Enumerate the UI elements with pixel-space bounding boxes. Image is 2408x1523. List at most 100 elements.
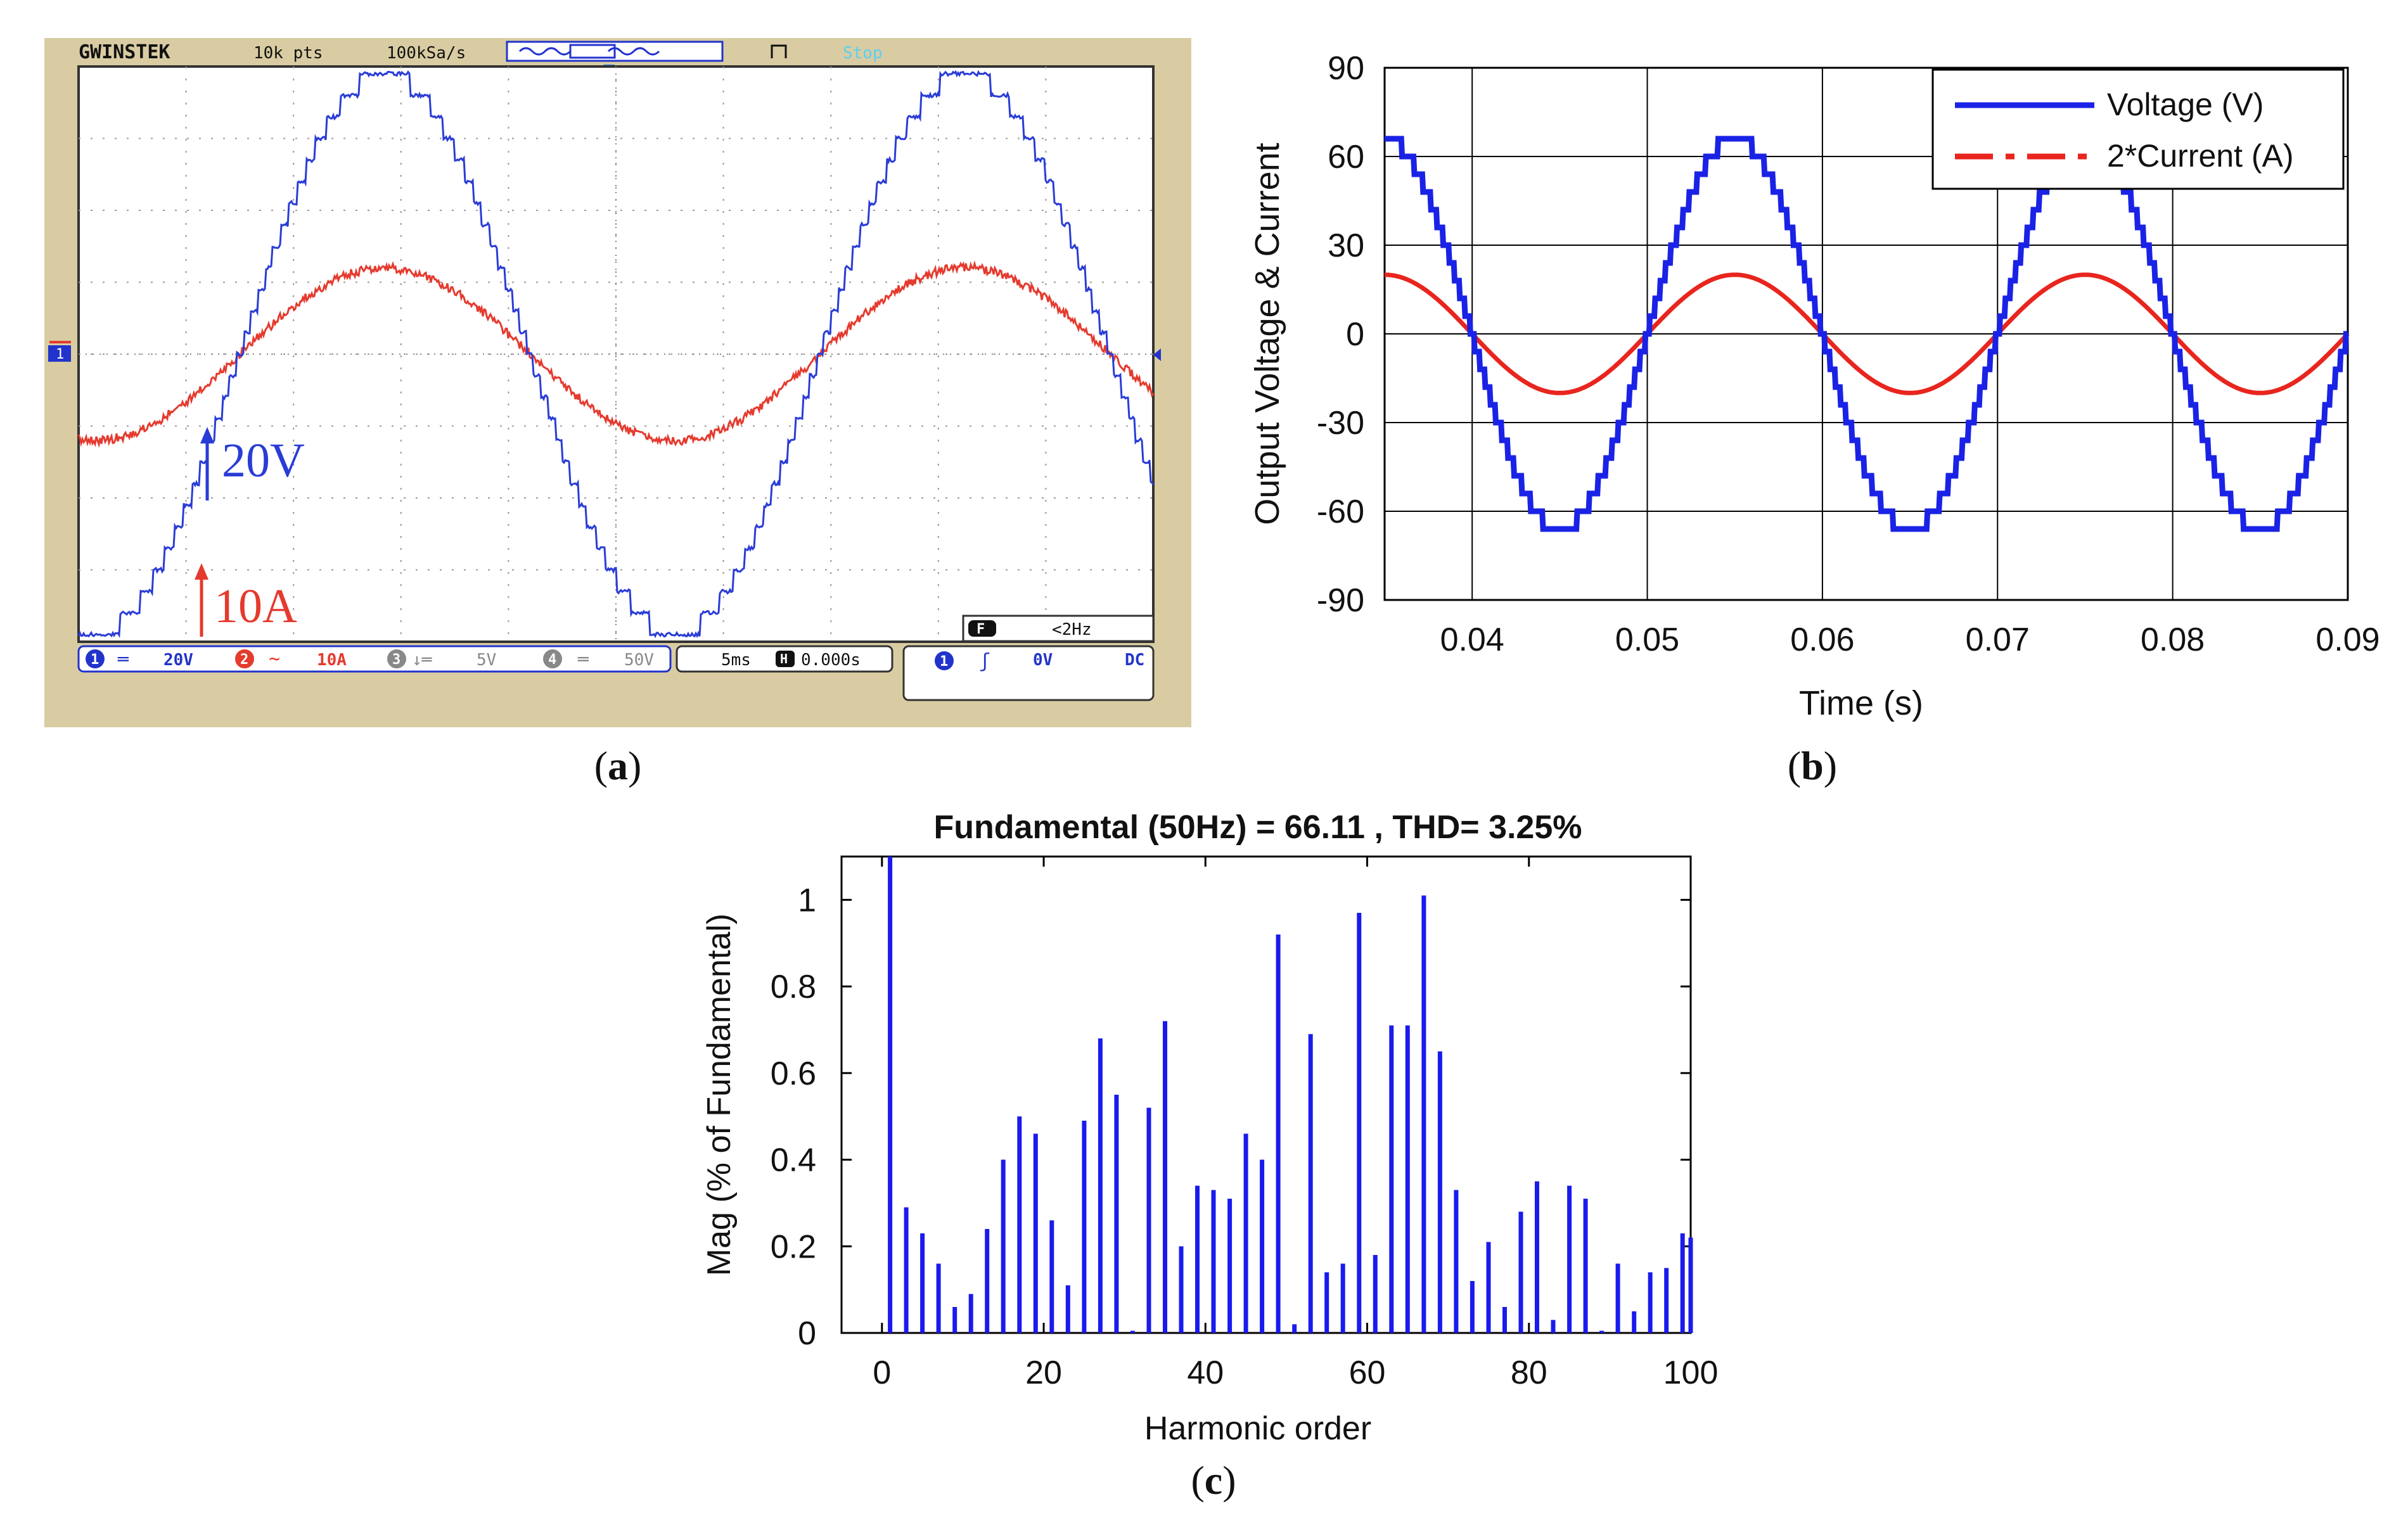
harmonic-bar bbox=[1292, 1324, 1297, 1333]
legend-voltage-label: Voltage (V) bbox=[2107, 87, 2264, 122]
ch2-scale: 10A bbox=[317, 651, 347, 670]
harmonic-bar bbox=[1599, 1330, 1604, 1333]
plot-c-xtick-label: 100 bbox=[1663, 1354, 1719, 1391]
plot-b-xtick-label: 0.06 bbox=[1790, 621, 1854, 658]
plot-b-ytick-label: 60 bbox=[1328, 139, 1364, 175]
ch4-badge bbox=[543, 649, 562, 668]
harmonic-bar bbox=[888, 857, 893, 1333]
harmonic-bar bbox=[1324, 1272, 1329, 1333]
ch2-badge bbox=[235, 649, 254, 668]
harmonic-bar bbox=[1567, 1185, 1572, 1333]
ch4-scale: 50V bbox=[624, 651, 654, 670]
h-position: 0.000s bbox=[801, 651, 861, 670]
scope-points: 10k pts bbox=[253, 44, 323, 63]
harmonic-bar bbox=[1130, 1330, 1135, 1333]
current-scale-arrowhead bbox=[195, 563, 208, 580]
harmonic-bar bbox=[1405, 1025, 1410, 1333]
trigger-source-badge bbox=[935, 651, 954, 670]
harmonic-bar bbox=[920, 1233, 925, 1333]
harmonic-bar bbox=[1421, 895, 1426, 1333]
plot-c-xtick-label: 60 bbox=[1349, 1354, 1386, 1391]
ch3-coupling-icon: ↓═ bbox=[412, 651, 432, 670]
harmonic-bar bbox=[1049, 1220, 1054, 1333]
scope-grid bbox=[79, 67, 1153, 642]
harmonic-bar bbox=[1179, 1246, 1184, 1333]
harmonic-bar bbox=[936, 1263, 941, 1333]
freq-readout: <2Hz bbox=[1052, 620, 1092, 639]
ch3-badge-label: 3 bbox=[392, 652, 400, 668]
harmonic-bar bbox=[1211, 1190, 1216, 1333]
harmonic-bar bbox=[1518, 1211, 1523, 1333]
scope-status: Stop bbox=[843, 44, 883, 63]
plot-b-legend bbox=[1931, 68, 2345, 190]
harmonic-bar bbox=[968, 1294, 973, 1333]
trigger-source-label: 1 bbox=[940, 654, 948, 670]
harmonic-bar bbox=[1502, 1307, 1507, 1333]
trigger-level: 0V bbox=[1033, 651, 1053, 670]
panel-b-simulation: 0.04 0.05 0.06 0.07 0.08 0.09 -90 -60 -30 0 30 60 90… bbox=[1248, 50, 2380, 788]
plot-c-xtick-label: 40 bbox=[1187, 1354, 1224, 1391]
harmonic-bar bbox=[985, 1228, 990, 1333]
harmonic-bar bbox=[1308, 1034, 1313, 1333]
harmonic-bar bbox=[1535, 1181, 1539, 1333]
panel-c-label: (c) bbox=[1191, 1458, 1236, 1503]
scope-memory-window bbox=[569, 44, 616, 59]
status-bar-trigger bbox=[902, 645, 1155, 701]
harmonic-bar bbox=[1114, 1095, 1119, 1333]
freq-key-badge bbox=[968, 620, 996, 637]
panel-a-oscilloscope: GWINSTEK 10k pts 100kSa/s Stop 1 20V 10A… bbox=[44, 38, 1191, 788]
plot-c-ytick-label: 1 bbox=[798, 882, 816, 919]
harmonic-bar bbox=[1389, 1025, 1394, 1333]
harmonic-bar bbox=[1340, 1263, 1345, 1333]
panel-a-label: (a) bbox=[594, 743, 642, 788]
harmonic-bar bbox=[1146, 1107, 1151, 1333]
plot-b-xtick-label: 0.09 bbox=[2315, 621, 2379, 658]
scope-brand: GWINSTEK bbox=[79, 41, 170, 63]
plot-b-ylabel: Output Voltage & Current bbox=[1248, 143, 1286, 525]
plot-c-ytick-label: 0.4 bbox=[771, 1142, 816, 1179]
ch1-scale: 20V bbox=[163, 651, 193, 670]
h-position-badge bbox=[776, 651, 795, 667]
ch1-badge bbox=[86, 649, 105, 668]
ch4-badge-label: 4 bbox=[548, 652, 556, 668]
plot-b-xtick-label: 0.05 bbox=[1615, 621, 1679, 658]
current-scale-label: 10A bbox=[214, 580, 297, 633]
trigger-slope-icon: ʃ bbox=[979, 650, 990, 672]
harmonic-bar bbox=[1033, 1133, 1038, 1333]
panel-b-label: (b) bbox=[1788, 743, 1837, 788]
plot-c-frame bbox=[840, 855, 1692, 1334]
harmonic-bar bbox=[1082, 1121, 1087, 1333]
voltage-scale-label: 20V bbox=[222, 434, 305, 487]
harmonic-bar bbox=[1065, 1285, 1070, 1333]
plot-c-ytick-label: 0.6 bbox=[771, 1055, 816, 1092]
plot-b-xtick-label: 0.08 bbox=[2141, 621, 2205, 658]
harmonic-bar bbox=[1098, 1038, 1103, 1333]
status-bar-channels bbox=[77, 645, 672, 673]
plot-b-ytick-label: 30 bbox=[1328, 227, 1364, 264]
harmonic-bar bbox=[1470, 1281, 1475, 1333]
plot-c-xtick-label: 0 bbox=[873, 1354, 891, 1391]
plot-c-bars bbox=[888, 857, 1693, 1333]
harmonic-bar bbox=[1551, 1320, 1556, 1333]
harmonic-bar bbox=[1001, 1159, 1006, 1333]
harmonic-bar bbox=[1276, 934, 1281, 1333]
harmonic-bar bbox=[1163, 1021, 1167, 1333]
plot-b-series bbox=[1385, 136, 2350, 532]
panel-c-harmonics: Fundamental (50Hz) = 66.11 , THD= 3.25% … bbox=[701, 809, 1718, 1503]
ch2-coupling-icon: ~ bbox=[269, 648, 280, 670]
ch3-badge bbox=[387, 649, 406, 668]
harmonic-bar bbox=[1486, 1242, 1491, 1333]
harmonic-bar bbox=[1632, 1311, 1637, 1333]
harmonic-bar bbox=[1373, 1254, 1378, 1333]
freq-key-label: F bbox=[977, 621, 985, 637]
harmonic-bar bbox=[1437, 1051, 1442, 1333]
current-trace bbox=[77, 260, 1155, 449]
voltage-scale-arrowhead bbox=[200, 427, 214, 443]
plot-c-ytick-label: 0 bbox=[798, 1315, 816, 1352]
scope-traces bbox=[77, 70, 1155, 639]
plot-b-xtick-label: 0.07 bbox=[1966, 621, 2030, 658]
harmonic-bar bbox=[1688, 1237, 1693, 1333]
harmonic-bar bbox=[904, 1207, 909, 1333]
timebase: 5ms bbox=[721, 651, 751, 670]
